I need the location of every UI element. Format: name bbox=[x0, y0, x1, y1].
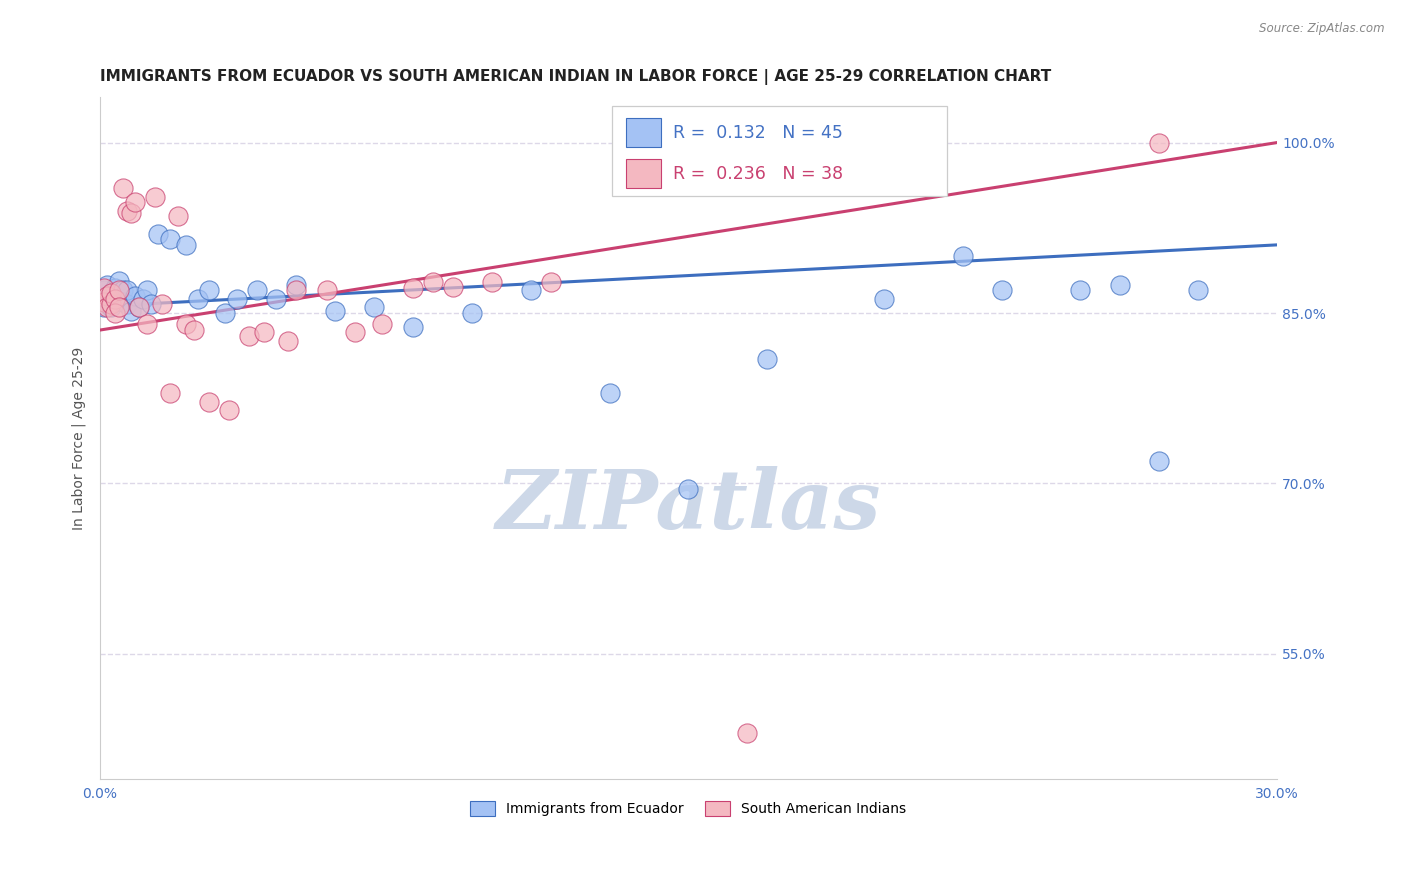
Point bbox=[952, 249, 974, 263]
Point bbox=[238, 328, 260, 343]
Point bbox=[198, 283, 221, 297]
Point bbox=[93, 301, 115, 315]
Point bbox=[214, 306, 236, 320]
Point bbox=[93, 294, 115, 309]
Point bbox=[363, 301, 385, 315]
Text: R =  0.132   N = 45: R = 0.132 N = 45 bbox=[673, 124, 842, 142]
Point bbox=[422, 276, 444, 290]
Point bbox=[104, 306, 127, 320]
Point bbox=[1187, 283, 1209, 297]
Point bbox=[159, 385, 181, 400]
Point bbox=[120, 206, 142, 220]
Point bbox=[187, 293, 209, 307]
Point bbox=[100, 301, 122, 315]
Point bbox=[1069, 283, 1091, 297]
Point bbox=[100, 285, 122, 300]
Point bbox=[100, 297, 122, 311]
Point bbox=[135, 283, 157, 297]
Point bbox=[1147, 454, 1170, 468]
Point bbox=[112, 181, 135, 195]
Point bbox=[128, 301, 150, 315]
Point bbox=[735, 726, 758, 740]
Point bbox=[100, 285, 122, 300]
Point bbox=[1147, 136, 1170, 150]
Point bbox=[132, 293, 155, 307]
Point bbox=[96, 289, 118, 303]
Point bbox=[115, 283, 138, 297]
Point bbox=[402, 319, 425, 334]
Point bbox=[96, 277, 118, 292]
Point bbox=[183, 323, 205, 337]
Point bbox=[135, 318, 157, 332]
Point bbox=[284, 277, 307, 292]
Point bbox=[284, 283, 307, 297]
Point bbox=[108, 274, 131, 288]
Text: Source: ZipAtlas.com: Source: ZipAtlas.com bbox=[1260, 22, 1385, 36]
Point bbox=[108, 289, 131, 303]
Point bbox=[226, 293, 249, 307]
Point bbox=[93, 281, 115, 295]
Text: IMMIGRANTS FROM ECUADOR VS SOUTH AMERICAN INDIAN IN LABOR FORCE | AGE 25-29 CORR: IMMIGRANTS FROM ECUADOR VS SOUTH AMERICA… bbox=[100, 69, 1050, 85]
Point bbox=[152, 297, 174, 311]
Point bbox=[96, 293, 118, 307]
Point bbox=[96, 301, 118, 315]
Point bbox=[198, 394, 221, 409]
Point bbox=[128, 301, 150, 315]
FancyBboxPatch shape bbox=[626, 119, 661, 147]
Point bbox=[139, 297, 162, 311]
Point bbox=[108, 301, 131, 315]
Point bbox=[143, 190, 166, 204]
Point bbox=[120, 303, 142, 318]
Point bbox=[540, 276, 562, 290]
Point bbox=[115, 297, 138, 311]
Point bbox=[755, 351, 778, 366]
Point bbox=[676, 482, 699, 496]
Text: R =  0.236   N = 38: R = 0.236 N = 38 bbox=[673, 164, 844, 183]
Point bbox=[323, 303, 346, 318]
Point bbox=[316, 283, 339, 297]
Point bbox=[599, 385, 621, 400]
Point bbox=[174, 318, 197, 332]
Point bbox=[104, 293, 127, 307]
Point bbox=[520, 283, 543, 297]
Y-axis label: In Labor Force | Age 25-29: In Labor Force | Age 25-29 bbox=[72, 346, 86, 530]
Point bbox=[343, 326, 366, 340]
Point bbox=[1108, 277, 1130, 292]
Point bbox=[93, 283, 115, 297]
Point bbox=[174, 238, 197, 252]
Point bbox=[159, 232, 181, 246]
Point bbox=[277, 334, 299, 349]
Point bbox=[402, 281, 425, 295]
Point bbox=[104, 281, 127, 295]
FancyBboxPatch shape bbox=[626, 160, 661, 188]
Point bbox=[461, 306, 484, 320]
Point bbox=[481, 276, 503, 290]
Point bbox=[112, 294, 135, 309]
FancyBboxPatch shape bbox=[612, 106, 948, 196]
Point bbox=[245, 283, 267, 297]
Point bbox=[124, 289, 146, 303]
Text: ZIPatlas: ZIPatlas bbox=[495, 467, 880, 546]
Point bbox=[873, 293, 896, 307]
Point bbox=[112, 283, 135, 297]
Point bbox=[441, 280, 464, 294]
Point bbox=[167, 210, 190, 224]
Point bbox=[148, 227, 170, 241]
Point bbox=[104, 294, 127, 309]
Point bbox=[218, 402, 240, 417]
Point bbox=[253, 326, 276, 340]
Point bbox=[991, 283, 1014, 297]
Point bbox=[264, 293, 287, 307]
Legend: Immigrants from Ecuador, South American Indians: Immigrants from Ecuador, South American … bbox=[463, 795, 912, 823]
Point bbox=[108, 283, 131, 297]
Point bbox=[371, 318, 394, 332]
Point bbox=[115, 203, 138, 218]
Point bbox=[124, 194, 146, 209]
